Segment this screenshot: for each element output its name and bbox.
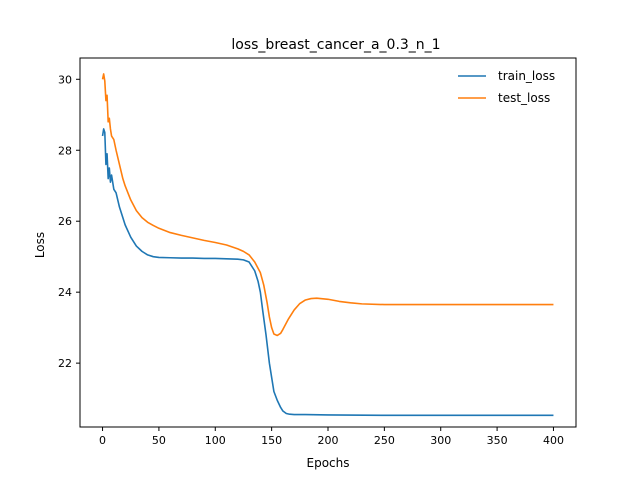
- legend: train_loss test_loss: [458, 69, 555, 105]
- x-tick-label: 150: [261, 434, 282, 447]
- x-tick-label: 300: [430, 434, 451, 447]
- chart-title: loss_breast_cancer_a_0.3_n_1: [231, 37, 440, 53]
- x-tick-label: 50: [152, 434, 166, 447]
- axes-layer: 0 50 100 150 200 250 300 350 400 22 24 26 28 30: [58, 57, 577, 447]
- y-tick-label: 30: [58, 73, 72, 86]
- x-tick-label: 0: [99, 434, 106, 447]
- y-tick-label: 24: [58, 286, 72, 299]
- y-tick-label: 26: [58, 215, 72, 228]
- x-axis-label: Epochs: [307, 456, 350, 470]
- y-tick-label: 22: [58, 357, 72, 370]
- y-tick-label: 28: [58, 144, 72, 157]
- x-tick-label: 350: [487, 434, 508, 447]
- x-tick-label: 250: [374, 434, 395, 447]
- y-axis-label: Loss: [33, 232, 47, 258]
- series-line-test_loss: [101, 73, 554, 337]
- x-tick-label: 200: [318, 434, 339, 447]
- legend-label-test_loss: test_loss: [498, 91, 550, 105]
- series-line-train_loss: [101, 128, 554, 417]
- x-tick-label: 100: [205, 434, 226, 447]
- series-layer: [101, 73, 554, 417]
- legend-label-train_loss: train_loss: [498, 69, 555, 83]
- x-tick-label: 400: [543, 434, 564, 447]
